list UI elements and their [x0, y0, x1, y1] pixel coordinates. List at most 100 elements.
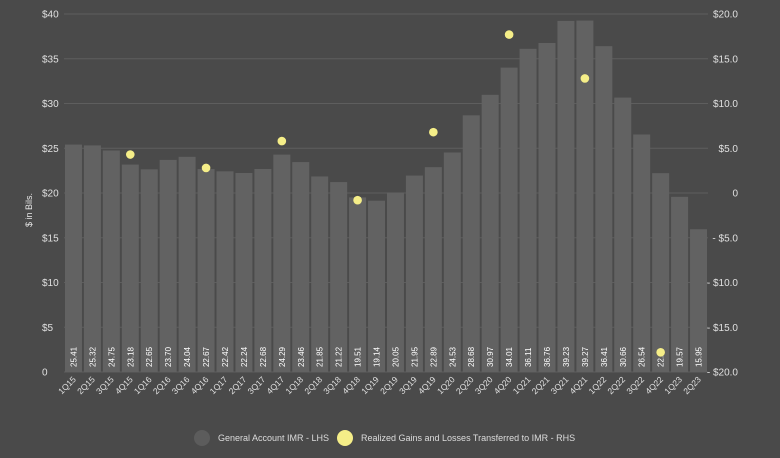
- bar-series: [64, 20, 708, 373]
- bar-data-labels: 25.41 25.32 24.75 23.18 22.65 23.70 24.04 22.67…: [69, 346, 703, 367]
- bar: [481, 94, 499, 373]
- bar: [273, 154, 291, 372]
- legend-label-imr: General Account IMR - LHS: [218, 433, 330, 443]
- bar-value-label: 24.53: [448, 346, 457, 367]
- right-tick-label: $15.0: [713, 54, 738, 65]
- category-label: 3Q22: [624, 374, 646, 396]
- category-label: 3Q17: [246, 374, 268, 396]
- left-tick-label: $20: [42, 189, 59, 200]
- category-label: 1Q17: [208, 374, 230, 396]
- scatter-point: [656, 348, 665, 357]
- category-label: 2Q16: [151, 374, 173, 396]
- legend-item-gains: Realized Gains and Losses Transferred to…: [337, 430, 575, 446]
- bar: [652, 173, 670, 372]
- legend-label-gains: Realized Gains and Losses Transferred to…: [361, 433, 576, 443]
- scatter-point: [277, 136, 287, 146]
- category-label: 3Q21: [549, 374, 571, 396]
- bar: [671, 196, 689, 372]
- bar-value-label: 28.68: [467, 346, 476, 367]
- category-label: 4Q22: [643, 374, 665, 396]
- category-label: 2Q22: [605, 374, 627, 396]
- category-label: 4Q16: [189, 374, 211, 396]
- category-label: 2Q17: [227, 374, 249, 396]
- category-label: 4Q18: [340, 374, 362, 396]
- bar-value-label: 21.22: [335, 346, 344, 367]
- category-label: 4Q17: [264, 374, 286, 396]
- left-tick-label: $15: [42, 233, 59, 244]
- category-label: 1Q18: [283, 374, 305, 396]
- chart-svg: 25.41 25.32 24.75 23.18 22.65 23.70 24.04 22.67…: [24, 10, 739, 397]
- bar-value-label: 19.51: [354, 346, 363, 367]
- bar-value-label: 22.67: [202, 346, 211, 367]
- category-label: 4Q19: [416, 374, 438, 396]
- bar-value-label: 24.29: [278, 346, 287, 367]
- bar: [405, 175, 423, 372]
- right-tick-label: $20.0: [713, 10, 738, 21]
- bar: [216, 171, 234, 372]
- bar: [254, 169, 272, 372]
- category-label: 2Q23: [681, 374, 703, 396]
- scatter-point: [429, 127, 438, 137]
- category-label: 3Q15: [94, 374, 116, 396]
- bar-value-label: 25.41: [69, 346, 78, 367]
- bar: [330, 182, 348, 372]
- scatter-series: [125, 30, 665, 357]
- bar: [576, 20, 594, 372]
- bar: [443, 152, 461, 372]
- bar: [633, 134, 651, 372]
- category-label: 1Q19: [359, 374, 381, 396]
- bar: [557, 20, 575, 372]
- category-label: 4Q15: [113, 374, 135, 396]
- category-label: 3Q19: [397, 374, 419, 396]
- right-tick-label: - $10.0: [707, 278, 739, 289]
- bar: [595, 46, 613, 373]
- bar: [462, 115, 480, 373]
- scatter-point: [580, 74, 590, 83]
- bar: [538, 42, 556, 373]
- category-label: 1Q15: [56, 374, 78, 396]
- bar-value-label: 20.05: [391, 346, 400, 367]
- category-label: 2Q15: [75, 374, 97, 396]
- bar: [368, 200, 386, 372]
- bar-value-label: 39.27: [581, 346, 590, 367]
- left-tick-label: 0: [42, 368, 48, 379]
- right-tick-label: 0: [732, 189, 738, 200]
- legend: General Account IMR - LHS Realized Gains…: [0, 430, 780, 450]
- category-label: 1Q16: [132, 374, 154, 396]
- right-axis-ticks: $20.0 $15.0 $10.0 $5.0 0 - $5.0 - $10.0 - $15.0…: [707, 10, 739, 379]
- bar: [311, 176, 329, 372]
- bar: [197, 169, 215, 372]
- category-label: 4Q21: [568, 374, 590, 396]
- category-label: 3Q20: [473, 374, 495, 396]
- bar-value-label: 30.66: [619, 346, 628, 367]
- bar: [83, 145, 101, 372]
- left-tick-label: $40: [42, 10, 59, 21]
- scatter-point: [201, 163, 211, 173]
- bar-value-label: 22.65: [145, 346, 154, 367]
- bar: [519, 48, 537, 373]
- bar-value-label: 22.2: [657, 351, 666, 367]
- bar-value-label: 36.76: [543, 346, 552, 367]
- bar-value-label: 15.95: [695, 346, 704, 367]
- category-label: 1Q20: [435, 374, 457, 396]
- bar: [614, 97, 632, 372]
- left-tick-label: $5: [42, 323, 54, 334]
- bar-value-label: 19.57: [676, 346, 685, 367]
- bar-value-label: 22.42: [221, 346, 230, 367]
- bar-value-label: 24.75: [107, 346, 116, 367]
- category-label: 1Q23: [662, 374, 684, 396]
- right-tick-label: $10.0: [713, 99, 738, 110]
- bar: [178, 156, 196, 372]
- bar-value-label: 21.85: [316, 346, 325, 367]
- bar: [121, 164, 139, 372]
- x-axis-category-labels: 1Q152Q153Q154Q151Q162Q163Q164Q161Q172Q17…: [56, 374, 703, 396]
- category-label: 2Q21: [530, 374, 552, 396]
- legend-swatch-bar: [194, 430, 210, 446]
- bar: [102, 150, 120, 372]
- left-tick-label: $30: [42, 99, 59, 110]
- bar: [159, 159, 177, 372]
- bar-value-label: 22.68: [259, 346, 268, 367]
- bar-value-label: 36.41: [600, 346, 609, 367]
- left-tick-label: $35: [42, 54, 59, 65]
- category-label: 1Q22: [586, 374, 608, 396]
